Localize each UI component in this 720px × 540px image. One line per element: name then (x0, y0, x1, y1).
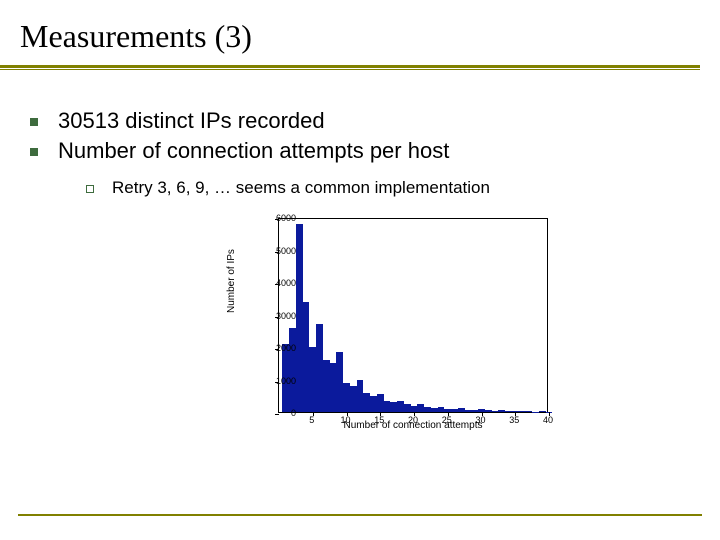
bullet-text: Number of connection attempts per host (58, 138, 449, 164)
histogram-bar (485, 410, 492, 412)
footer-rule (18, 514, 702, 516)
chart-ytick-label: 6000 (266, 213, 296, 223)
histogram-bar (357, 380, 364, 413)
histogram-bar (451, 409, 458, 412)
chart-xtick-label: 25 (442, 415, 452, 425)
histogram-bar (465, 410, 472, 412)
sub-bullet-text: Retry 3, 6, 9, … seems a common implemen… (112, 178, 490, 198)
histogram-bar (417, 404, 424, 412)
square-bullet-icon (30, 148, 38, 156)
histogram-bar (471, 410, 478, 412)
histogram-bar (303, 302, 310, 413)
title-rule-thick (0, 65, 700, 68)
histogram-bar (289, 328, 296, 413)
chart-xtick-label: 30 (475, 415, 485, 425)
histogram-bar (309, 347, 316, 412)
chart-ytick-label: 0 (266, 408, 296, 418)
histogram-bar (343, 383, 350, 412)
chart-ytick-label: 1000 (266, 376, 296, 386)
histogram-bar (498, 410, 505, 412)
histogram-bar (458, 408, 465, 412)
bullet-item: Number of connection attempts per host (30, 138, 700, 164)
chart-xtick-label: 40 (543, 415, 553, 425)
chart-xtick-label: 5 (309, 415, 314, 425)
histogram-bar (397, 401, 404, 412)
chart-xtick-label: 20 (408, 415, 418, 425)
histogram-bar (350, 386, 357, 412)
bullet-text: 30513 distinct IPs recorded (58, 108, 325, 134)
chart-xtick-label: 10 (340, 415, 350, 425)
open-square-bullet-icon (86, 185, 94, 193)
chart-xtick-label: 35 (509, 415, 519, 425)
histogram-bar (296, 224, 303, 413)
histogram-bar (316, 324, 323, 412)
content-area: 30513 distinct IPs recorded Number of co… (0, 70, 720, 448)
histogram-bar (336, 352, 343, 412)
histogram-bar (370, 396, 377, 412)
histogram-bar (492, 411, 499, 412)
histogram-bar (404, 404, 411, 412)
page-title: Measurements (3) (20, 18, 700, 55)
histogram-bar (363, 393, 370, 413)
chart-ylabel: Number of IPs (226, 249, 237, 313)
histogram-bar (330, 363, 337, 412)
chart-ytick-label: 4000 (266, 278, 296, 288)
histogram-bar (377, 394, 384, 412)
histogram-bar (438, 407, 445, 412)
sub-bullet-item: Retry 3, 6, 9, … seems a common implemen… (86, 178, 700, 198)
histogram-bar (323, 360, 330, 412)
histogram-bar (384, 401, 391, 412)
histogram-bar (424, 407, 431, 412)
bullet-item: 30513 distinct IPs recorded (30, 108, 700, 134)
histogram-bar (525, 411, 532, 412)
chart-ytick-label: 5000 (266, 246, 296, 256)
histogram-bar (505, 411, 512, 412)
histogram-bar (539, 411, 546, 412)
chart-plot-area (278, 218, 548, 413)
chart-ytick-label: 2000 (266, 343, 296, 353)
chart-ytick-label: 3000 (266, 311, 296, 321)
histogram-bar (390, 402, 397, 412)
histogram-bar (431, 408, 438, 412)
square-bullet-icon (30, 118, 38, 126)
chart-xtick-label: 15 (374, 415, 384, 425)
histogram-chart: Number of IPs Number of connection attem… (230, 208, 570, 448)
histogram-bar (519, 411, 526, 412)
